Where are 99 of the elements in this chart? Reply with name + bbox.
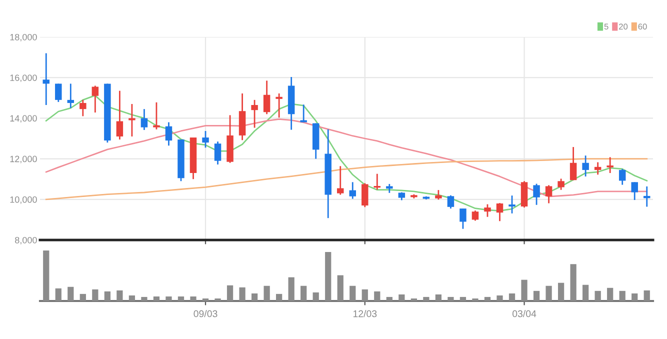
y-tick-label: 18,000 bbox=[10, 34, 37, 42]
bar bbox=[276, 294, 282, 301]
candlestick bbox=[337, 165, 344, 196]
bar bbox=[508, 293, 516, 301]
bar bbox=[448, 296, 454, 301]
bar bbox=[288, 277, 294, 301]
legend-label: 20 bbox=[619, 24, 628, 30]
candlestick bbox=[582, 154, 589, 178]
candlestick bbox=[116, 90, 124, 140]
bar bbox=[128, 295, 136, 301]
candlestick bbox=[153, 102, 160, 130]
y-tick-label: 12,000 bbox=[10, 156, 37, 164]
y-tick-label: 10,000 bbox=[10, 196, 37, 204]
candlestick bbox=[263, 80, 270, 115]
bar bbox=[226, 285, 234, 301]
bar bbox=[644, 290, 650, 301]
candlestick bbox=[606, 156, 614, 174]
candlestick bbox=[435, 189, 442, 200]
candlestick bbox=[472, 210, 479, 222]
bar bbox=[594, 290, 601, 301]
candlestick bbox=[165, 122, 172, 146]
candlestick bbox=[496, 202, 504, 222]
candlestick bbox=[570, 146, 577, 181]
bar bbox=[202, 298, 209, 301]
x-tick-label: 09/03 bbox=[194, 310, 218, 318]
bar bbox=[166, 296, 172, 301]
bar bbox=[410, 298, 417, 301]
bar bbox=[386, 296, 392, 301]
candlestick bbox=[460, 208, 466, 230]
bar bbox=[300, 286, 307, 301]
candlestick bbox=[300, 104, 307, 123]
candlestick bbox=[140, 108, 148, 131]
bar bbox=[68, 286, 74, 301]
y-tick-label: 16,000 bbox=[10, 74, 37, 82]
bar bbox=[178, 296, 184, 301]
candlestick bbox=[618, 168, 626, 186]
bar bbox=[472, 298, 478, 301]
x-tick-label: 03/04 bbox=[512, 310, 536, 318]
candlestick bbox=[80, 99, 86, 117]
bar bbox=[460, 296, 466, 301]
candlestick bbox=[92, 85, 99, 114]
candlestick bbox=[447, 194, 454, 210]
candlestick bbox=[276, 92, 282, 118]
bar bbox=[619, 290, 626, 301]
candlestick bbox=[484, 204, 491, 218]
bar bbox=[398, 294, 405, 301]
x-tick-label: 12/03 bbox=[353, 310, 377, 318]
bar bbox=[582, 284, 589, 301]
bar bbox=[251, 293, 258, 301]
bar bbox=[325, 252, 332, 301]
bar bbox=[350, 286, 356, 301]
bar bbox=[153, 296, 160, 301]
candlestick bbox=[349, 181, 356, 200]
bar bbox=[80, 294, 86, 301]
bar bbox=[141, 296, 148, 301]
bar bbox=[190, 296, 196, 301]
bar bbox=[570, 264, 576, 301]
y-tick-label: 8,000 bbox=[15, 236, 37, 244]
candlestick bbox=[533, 183, 540, 206]
bar bbox=[558, 282, 564, 301]
bar bbox=[239, 287, 246, 301]
bar bbox=[55, 288, 62, 301]
bar bbox=[607, 288, 614, 301]
candlestick bbox=[631, 181, 638, 201]
bar bbox=[362, 289, 368, 301]
bar bbox=[116, 290, 123, 301]
bar bbox=[435, 294, 442, 301]
bar bbox=[92, 289, 98, 301]
bar bbox=[214, 298, 221, 301]
bar bbox=[264, 286, 270, 301]
bar bbox=[632, 293, 638, 301]
candlestick bbox=[214, 140, 222, 166]
legend-label: 60 bbox=[638, 24, 647, 30]
candlestick bbox=[594, 162, 602, 176]
candlestick bbox=[202, 130, 209, 148]
line-series bbox=[45, 158, 648, 200]
bar bbox=[374, 291, 380, 301]
line-series bbox=[45, 118, 648, 198]
bar bbox=[104, 291, 110, 301]
bar bbox=[484, 296, 491, 301]
bar bbox=[337, 275, 344, 301]
candlestick bbox=[55, 82, 62, 103]
bar bbox=[43, 250, 50, 301]
candlestick bbox=[545, 184, 552, 204]
bar bbox=[496, 295, 503, 301]
legend-label: 5 bbox=[604, 24, 608, 30]
y-tick-label: 14,000 bbox=[10, 115, 37, 123]
bar bbox=[312, 292, 319, 301]
candlestick bbox=[128, 103, 136, 138]
bar bbox=[423, 296, 430, 301]
candlestick bbox=[42, 52, 50, 106]
candlestick bbox=[558, 178, 564, 191]
candlestick bbox=[67, 82, 74, 109]
candlestick bbox=[362, 182, 368, 208]
candlestick bbox=[251, 99, 258, 128]
candlestick bbox=[508, 194, 516, 214]
bar bbox=[533, 290, 540, 301]
bar bbox=[521, 280, 528, 301]
bar bbox=[546, 286, 552, 301]
